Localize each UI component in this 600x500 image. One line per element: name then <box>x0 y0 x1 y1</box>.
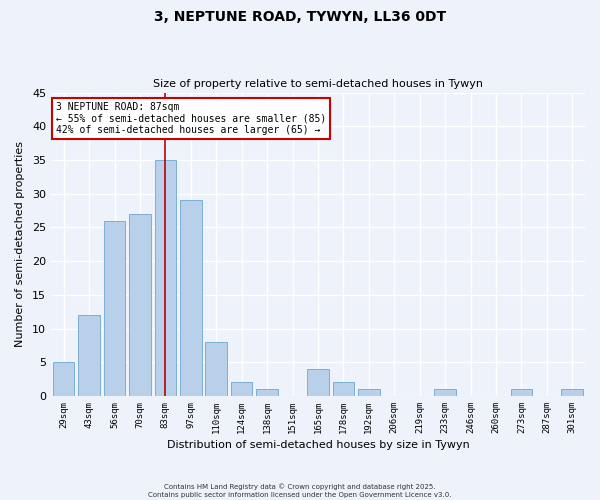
Bar <box>155 160 176 396</box>
Y-axis label: Number of semi-detached properties: Number of semi-detached properties <box>15 141 25 347</box>
Bar <box>358 389 380 396</box>
X-axis label: Distribution of semi-detached houses by size in Tywyn: Distribution of semi-detached houses by … <box>167 440 469 450</box>
Bar <box>256 389 278 396</box>
Text: 3, NEPTUNE ROAD, TYWYN, LL36 0DT: 3, NEPTUNE ROAD, TYWYN, LL36 0DT <box>154 10 446 24</box>
Text: 3 NEPTUNE ROAD: 87sqm
← 55% of semi-detached houses are smaller (85)
42% of semi: 3 NEPTUNE ROAD: 87sqm ← 55% of semi-deta… <box>56 102 326 135</box>
Bar <box>53 362 74 396</box>
Text: Contains HM Land Registry data © Crown copyright and database right 2025.
Contai: Contains HM Land Registry data © Crown c… <box>148 484 452 498</box>
Bar <box>78 315 100 396</box>
Bar <box>307 369 329 396</box>
Bar <box>562 389 583 396</box>
Bar <box>434 389 456 396</box>
Bar <box>180 200 202 396</box>
Bar <box>129 214 151 396</box>
Bar <box>104 220 125 396</box>
Bar <box>511 389 532 396</box>
Bar <box>231 382 253 396</box>
Bar <box>205 342 227 396</box>
Bar <box>332 382 354 396</box>
Title: Size of property relative to semi-detached houses in Tywyn: Size of property relative to semi-detach… <box>153 79 483 89</box>
